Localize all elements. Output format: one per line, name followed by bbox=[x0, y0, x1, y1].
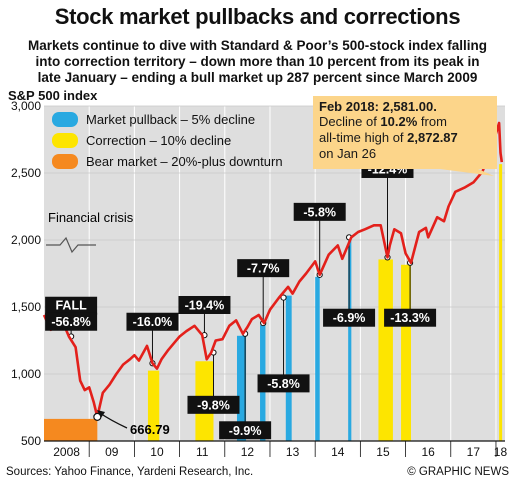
decline-label-box bbox=[126, 312, 179, 331]
correction-band bbox=[499, 164, 503, 441]
legend-swatch bbox=[52, 154, 78, 169]
x-tick-label: 13 bbox=[286, 445, 300, 459]
x-tick-label: 14 bbox=[331, 445, 345, 459]
legend-swatch bbox=[52, 112, 78, 127]
sp500-series-line bbox=[42, 121, 504, 419]
leader-dot bbox=[280, 294, 287, 301]
x-tick-label: 10 bbox=[150, 445, 164, 459]
financial-crisis-label: Financial crisis bbox=[48, 210, 134, 225]
decline-label-box bbox=[178, 295, 231, 314]
x-tick-label: 09 bbox=[105, 445, 119, 459]
feb-2018-callout: Feb 2018: 2,581.00. Decline of 10.2% fro… bbox=[313, 96, 497, 176]
axes: 500 1,000 1,500 2,000 2,500 3,000 2008 09 10 11 12… bbox=[11, 99, 508, 459]
legend-swatch bbox=[52, 133, 78, 148]
legend-label: Correction – 10% decline bbox=[86, 133, 231, 148]
x-tick-label: 11 bbox=[196, 445, 209, 459]
decline-label: -5.8% bbox=[267, 377, 300, 391]
decline-label: -9.9% bbox=[229, 424, 262, 438]
decline-label-box bbox=[384, 308, 437, 327]
decline-label: -7.7% bbox=[247, 262, 280, 276]
decline-bands bbox=[44, 164, 503, 441]
correction-band bbox=[401, 264, 411, 441]
y-tick-label: 2,000 bbox=[11, 233, 41, 247]
decline-label-box bbox=[187, 395, 240, 414]
y-axis-title: S&P 500 index bbox=[8, 88, 98, 103]
callout-box bbox=[313, 96, 497, 169]
x-tick-label: 2008 bbox=[53, 445, 80, 459]
decline-label-box bbox=[237, 259, 290, 278]
subtitle-line: late January – ending a bull market up 2… bbox=[37, 70, 478, 85]
y-tick-label: 500 bbox=[21, 434, 41, 448]
pullback-band bbox=[285, 295, 292, 441]
legend-label: Bear market – 20%-plus downturn bbox=[86, 154, 283, 169]
correction-band bbox=[378, 259, 393, 441]
decline-label: -13.3% bbox=[390, 311, 430, 325]
callout-pointer bbox=[440, 169, 494, 176]
decline-label: -6.9% bbox=[333, 311, 366, 325]
callout-line: on Jan 26 bbox=[319, 146, 376, 161]
pullback-band bbox=[315, 276, 320, 441]
legend: Market pullback – 5% decline Correction –… bbox=[52, 112, 283, 169]
decline-label: -56.8% bbox=[51, 315, 91, 329]
decline-label-box bbox=[293, 202, 346, 221]
decline-labels: -56.8% -16.0% -19.4% -9.8% -9.9% -7.7% -5.8% -5… bbox=[45, 159, 437, 440]
subtitle-line: Markets continue to dive with Standard &… bbox=[27, 38, 488, 53]
market-low-label: 666.79 bbox=[130, 422, 170, 437]
callout-line: Decline of 10.2% from bbox=[319, 114, 447, 129]
subtitle-line: into correction territory – down more th… bbox=[35, 54, 480, 69]
crisis-bracket bbox=[46, 236, 96, 254]
page-title: Stock market pullbacks and corrections bbox=[54, 4, 461, 29]
correction-band bbox=[147, 370, 160, 441]
sources-note: Sources: Yahoo Finance, Yardeni Research… bbox=[6, 466, 254, 478]
decline-label-box bbox=[323, 308, 376, 327]
fall-label: FALL bbox=[55, 299, 87, 313]
x-tick-label: 16 bbox=[421, 445, 435, 459]
bear-market-band bbox=[44, 418, 98, 441]
fall-label-box bbox=[45, 296, 98, 315]
legend-label: Market pullback – 5% decline bbox=[86, 112, 255, 127]
decline-label: -9.8% bbox=[197, 398, 230, 412]
y-tick-label: 2,500 bbox=[11, 166, 41, 180]
x-tick-label: 12 bbox=[241, 445, 255, 459]
decline-label: -16.0% bbox=[133, 315, 173, 329]
pullback-band bbox=[236, 335, 247, 441]
annotations: Financial crisis 666.79 bbox=[46, 210, 170, 437]
decline-label-box bbox=[45, 312, 98, 331]
decline-label: -5.8% bbox=[303, 205, 336, 219]
callout-line: all-time high of 2,872.87 bbox=[319, 130, 458, 145]
low-arrow-head bbox=[97, 410, 105, 418]
credit-note: © GRAPHIC NEWS bbox=[407, 466, 509, 478]
decline-label: -19.4% bbox=[185, 298, 225, 312]
x-tick-label: 17 bbox=[467, 445, 481, 459]
pullback-band bbox=[348, 239, 352, 441]
y-tick-label: 1,500 bbox=[11, 300, 41, 314]
decline-label-box bbox=[257, 374, 310, 393]
subtitle: Markets continue to dive with Standard &… bbox=[6, 38, 509, 86]
callout-title: Feb 2018: 2,581.00. bbox=[319, 99, 437, 114]
x-tick-label: 18 bbox=[494, 445, 508, 459]
y-tick-label: 3,000 bbox=[11, 99, 41, 113]
x-tick-label: 15 bbox=[376, 445, 390, 459]
y-tick-label: 1,000 bbox=[11, 367, 41, 381]
decline-label-box bbox=[219, 421, 272, 440]
leader-lines bbox=[68, 168, 414, 431]
